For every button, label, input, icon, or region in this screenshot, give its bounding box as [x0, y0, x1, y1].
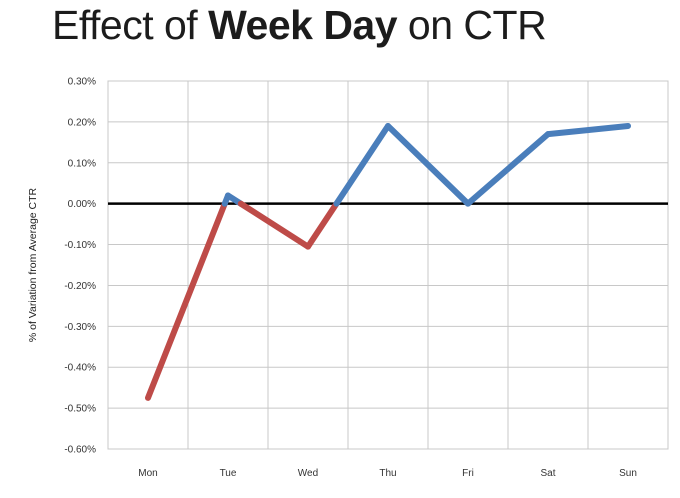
data-point [225, 192, 231, 198]
series-line-positive [465, 131, 551, 207]
data-point [305, 244, 311, 250]
chart-title: Effect of Week Day on CTR [52, 2, 547, 49]
series-line-negative [305, 200, 340, 250]
x-tick-label: Tue [220, 468, 237, 479]
series-line-positive [545, 122, 631, 138]
y-tick-label: -0.50% [64, 404, 96, 415]
y-tick-label: -0.10% [64, 240, 96, 251]
data-point [545, 131, 551, 137]
data-point [145, 395, 151, 401]
series-line-positive [333, 122, 391, 207]
x-tick-label: Thu [379, 468, 396, 479]
y-tick-label: -0.60% [64, 445, 96, 456]
y-axis-label: % of Variation from Average CTR [27, 187, 39, 342]
x-tick-label: Mon [138, 468, 157, 479]
y-tick-label: 0.20% [68, 117, 96, 128]
title-prefix: Effect of [52, 2, 209, 48]
data-point [625, 123, 631, 129]
y-tick-label: -0.20% [64, 281, 96, 292]
y-tick-label: -0.40% [64, 363, 96, 374]
data-point [465, 201, 471, 207]
title-suffix: on CTR [397, 2, 547, 48]
series-line-negative [145, 200, 228, 401]
x-tick-label: Sun [619, 468, 637, 479]
series-line-negative [237, 200, 311, 250]
y-tick-label: 0.10% [68, 158, 96, 169]
y-tick-label: -0.30% [64, 322, 96, 333]
x-tick-label: Sat [540, 468, 555, 479]
data-point [385, 123, 391, 129]
title-emphasis: Week Day [208, 2, 398, 48]
plot-area [107, 80, 669, 450]
x-tick-label: Fri [462, 468, 474, 479]
x-tick-label: Wed [298, 468, 318, 479]
y-tick-label: 0.00% [68, 199, 96, 210]
y-tick-label: 0.30% [68, 77, 96, 88]
series-line-positive [385, 122, 471, 207]
